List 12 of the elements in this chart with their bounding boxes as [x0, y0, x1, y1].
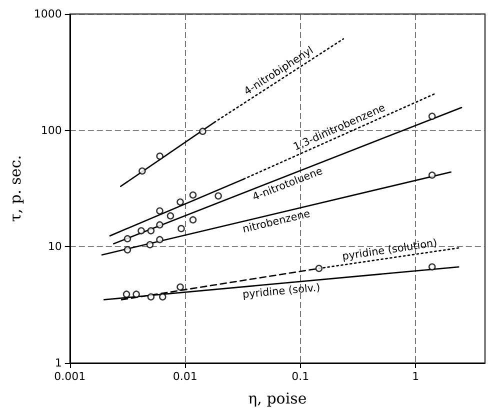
- y-axis-title: τ, p. sec.: [6, 155, 24, 222]
- x-tick-label: 0.01: [172, 370, 198, 383]
- x-tick-label: 0.1: [292, 370, 310, 383]
- x-tick-label: 1: [412, 370, 420, 383]
- text: pyridine (solv.): [242, 282, 321, 301]
- y-tick-label: 1000: [34, 8, 62, 20]
- x-tick-label: 0.001: [54, 370, 86, 383]
- x-axis-title: η, poise: [248, 390, 307, 408]
- y-tick-label: 1: [54, 356, 62, 370]
- y-tick-label: 100: [40, 124, 62, 137]
- text: pyridine (solution): [341, 237, 438, 263]
- y-tick-label: 10: [48, 240, 62, 254]
